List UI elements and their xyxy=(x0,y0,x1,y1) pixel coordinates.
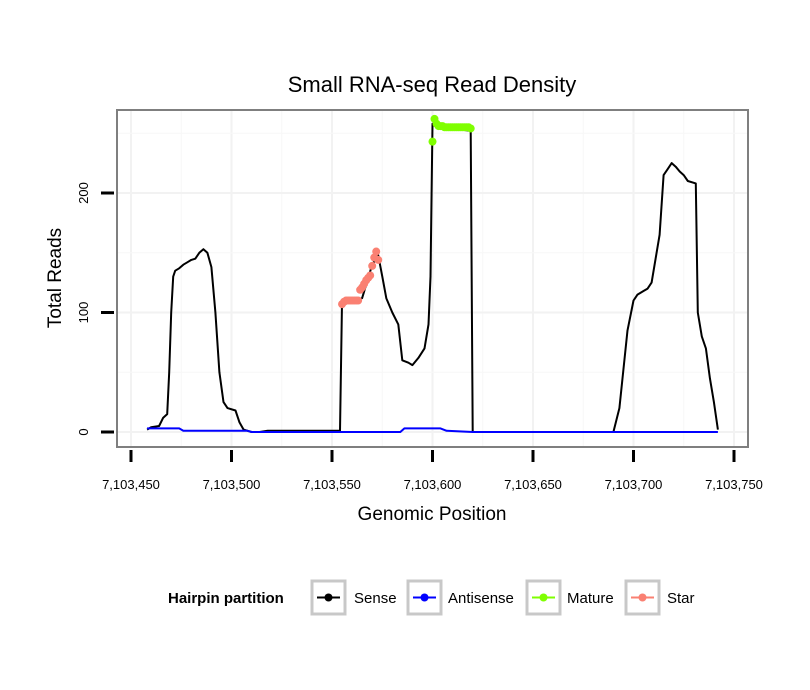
legend-label-star: Star xyxy=(667,590,695,607)
legend-item-star: Star xyxy=(624,579,695,616)
legend-label-mature: Mature xyxy=(567,590,614,607)
y-axis-title: Total Reads xyxy=(45,228,66,328)
series-points-star xyxy=(338,247,383,309)
y-tick-label: 100 xyxy=(76,302,91,324)
x-tick-label: 7,103,600 xyxy=(404,477,462,492)
x-tick-label: 7,103,750 xyxy=(705,477,763,492)
legend-item-antisense: Antisense xyxy=(406,579,514,616)
chart-title: Small RNA-seq Read Density xyxy=(288,72,577,97)
legend-title: Hairpin partition xyxy=(168,590,284,607)
x-tick-label: 7,103,550 xyxy=(303,477,361,492)
data-point-star xyxy=(366,271,375,280)
y-tick-label: 0 xyxy=(76,428,91,435)
legend-label-sense: Sense xyxy=(354,590,397,607)
legend-dot-star xyxy=(638,593,647,602)
series-line-sense xyxy=(146,122,719,433)
data-point-star xyxy=(374,255,383,264)
x-tick-label: 7,103,650 xyxy=(504,477,562,492)
y-tick-label: 200 xyxy=(76,182,91,204)
legend-label-antisense: Antisense xyxy=(448,590,514,607)
data-point-mature xyxy=(466,124,475,133)
x-axis-title: Genomic Position xyxy=(358,504,507,525)
legend-dot-sense xyxy=(324,593,333,602)
x-tick-label: 7,103,700 xyxy=(605,477,663,492)
x-axis: 7,103,450 7,103,500 7,103,550 7,103,600 7,10… xyxy=(102,450,763,492)
series-line-antisense xyxy=(147,427,718,433)
data-point-star xyxy=(372,247,381,256)
data-point-star xyxy=(368,261,377,270)
legend-dot-mature xyxy=(539,593,548,602)
legend: Hairpin partition Sense Antisense Mature… xyxy=(168,579,695,616)
data-point-star xyxy=(354,296,363,305)
series-layer xyxy=(146,114,719,433)
data-point-mature xyxy=(428,137,437,146)
x-tick-label: 7,103,450 xyxy=(102,477,160,492)
x-tick-label: 7,103,500 xyxy=(203,477,261,492)
legend-item-mature: Mature xyxy=(525,579,614,616)
y-axis: 0 100 200 xyxy=(76,182,114,436)
series-points-mature xyxy=(428,114,475,146)
legend-dot-antisense xyxy=(420,593,429,602)
legend-item-sense: Sense xyxy=(310,579,397,616)
